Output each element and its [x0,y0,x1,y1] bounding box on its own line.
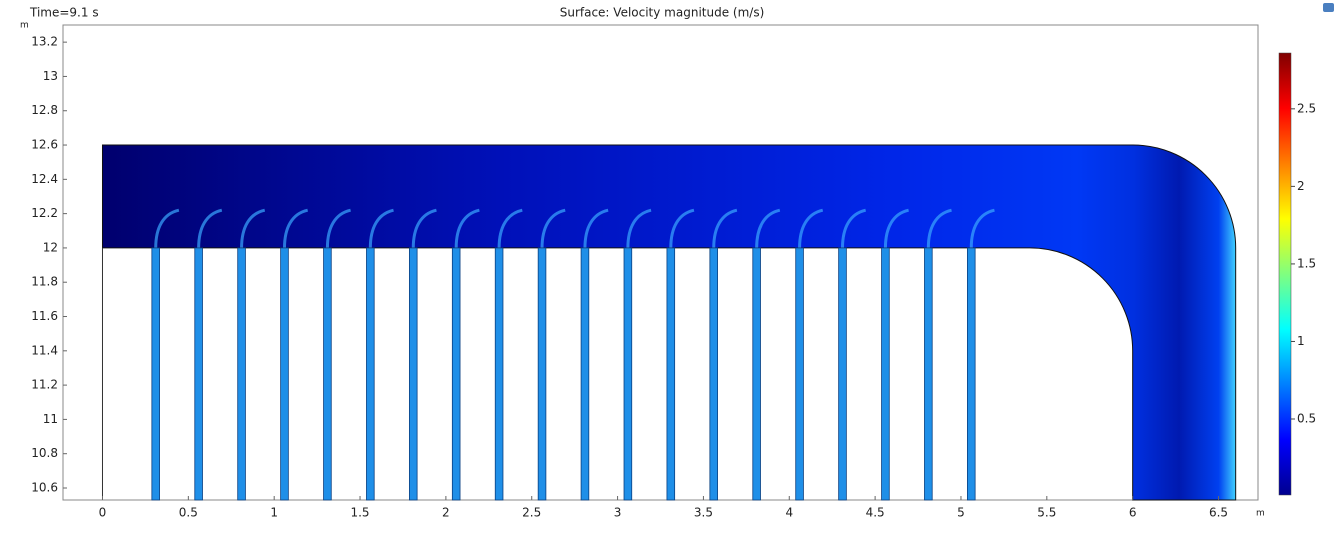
pipe [408,247,418,501]
y-tick-label: 12.4 [31,172,58,186]
pipe [537,247,547,501]
y-tick-label: 10.6 [31,480,58,494]
y-tick-label: 13.2 [31,35,58,49]
jet-plume [583,208,609,248]
pipe [752,247,761,501]
x-tick-label: 4 [785,506,793,520]
y-tick-label: 10.8 [31,446,58,460]
jet-plume [755,208,781,248]
pipe [494,247,504,501]
y-tick-label: 12.8 [31,103,58,117]
pipe [666,247,676,501]
x-tick-label: 0 [99,506,107,520]
jet-plume [454,208,480,248]
pipe [795,247,804,501]
pipe [924,247,933,501]
x-tick-label: 6.5 [1209,506,1228,520]
pipe [580,247,590,501]
pipe [366,247,375,501]
x-unit: m [1256,509,1265,519]
jet-plume [969,208,995,248]
pipe [623,247,633,501]
jet-plume [325,208,352,248]
jet-plume [154,208,180,248]
y-tick-label: 12 [43,240,58,254]
pipe [881,247,890,501]
jet-plume [411,208,437,248]
jet-plume [883,208,910,248]
jet-plume [798,208,824,248]
jet-plume [540,208,566,248]
y-tick-label: 11 [43,412,58,426]
toolbar-icon[interactable] [1323,3,1334,12]
y-tick-label: 12.2 [31,206,58,220]
x-tick-label: 0.5 [179,506,198,520]
subtitle: Time=9.1 s [29,6,99,20]
jet-plume [282,208,309,248]
x-tick-label: 1 [270,506,278,520]
y-unit: m [20,21,29,31]
pipe [151,247,160,501]
x-tick-label: 2.5 [522,506,541,520]
jet-plume [712,208,738,248]
plot-frame [62,24,1259,501]
jet-plume [368,208,394,248]
pipe [451,247,461,501]
pipe [194,247,203,501]
y-tick-label: 13 [43,69,58,83]
pipe [323,247,332,501]
jet-plume [240,208,266,248]
jet-plume [669,208,695,248]
pipe [237,247,246,501]
jet-plume [197,208,223,248]
y-tick-label: 12.6 [31,138,58,152]
y-tick-label: 11.8 [31,275,58,289]
x-tick-label: 4.5 [866,506,885,520]
colorbar-tick-label: 0.5 [1297,412,1316,426]
chart-title: Surface: Velocity magnitude (m/s) [560,6,765,20]
jet-plume [497,208,523,248]
jet-plume [840,208,867,248]
colorbar-tick-label: 2 [1297,179,1305,193]
x-tick-label: 3 [614,506,622,520]
pipe [838,247,847,501]
x-tick-label: 6 [1129,506,1137,520]
y-tick-label: 11.6 [31,309,58,323]
colorbar-tick-label: 1.5 [1297,256,1316,270]
jet-plume [626,208,652,248]
x-tick-label: 2 [442,506,450,520]
x-tick-label: 1.5 [350,506,369,520]
field [101,144,1237,501]
jet-plume [926,208,952,248]
colorbar-tick-label: 1 [1297,334,1305,348]
x-tick-label: 5.5 [1037,506,1056,520]
pipe [967,247,976,501]
pipe [280,247,289,501]
y-tick-label: 11.4 [31,343,58,357]
colorbar-tick-label: 2.5 [1297,101,1316,115]
pipe [709,247,718,501]
x-tick-label: 5 [957,506,965,520]
colorbar [1278,52,1292,496]
x-tick-label: 3.5 [694,506,713,520]
y-tick-label: 11.2 [31,378,58,392]
